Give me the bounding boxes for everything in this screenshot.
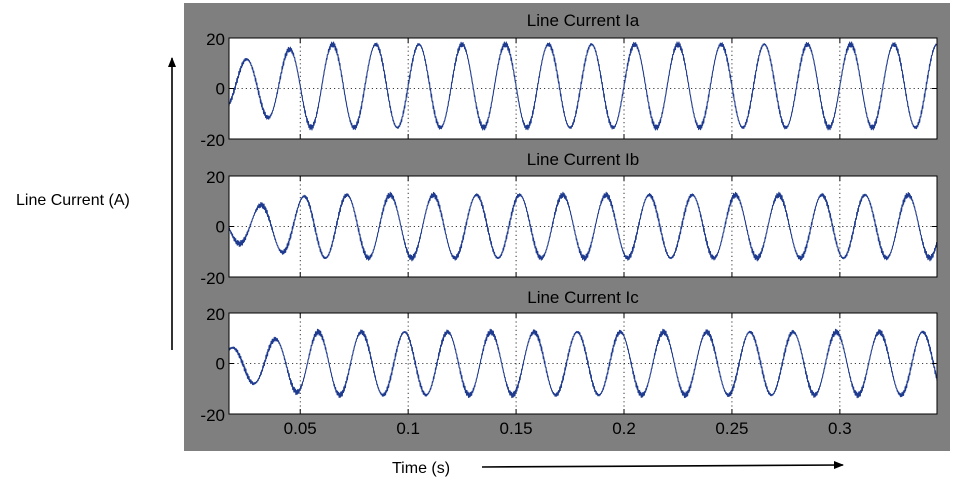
y-tick-label: 0 — [216, 355, 225, 374]
y-axis-label: Line Current (A) — [16, 192, 130, 209]
series-line-3-1 — [228, 328, 938, 399]
series-line-1-1 — [228, 41, 938, 131]
x-axis-label: Time (s) — [392, 460, 450, 477]
x-tick-label: 0.25 — [715, 419, 748, 438]
x-tick-label: 0.3 — [828, 419, 852, 438]
y-tick-label: 0 — [216, 80, 225, 99]
chart-panels: Line Current Ia 20 0 -20 Line Current Ib 20 0 -… — [200, 11, 938, 438]
y-tick-label: -20 — [200, 406, 225, 425]
x-tick-label: 0.1 — [396, 419, 420, 438]
x-tick-label: 0.05 — [284, 419, 317, 438]
x-tick-label: 0.15 — [500, 419, 533, 438]
y-tick-label: -20 — [200, 131, 225, 150]
panel-3: Line Current Ic 20 0 -20 0.05 0.1 0.15 0.2 0.25 0… — [200, 288, 938, 438]
panel-1: Line Current Ia 20 0 -20 — [200, 11, 938, 150]
panel-title: Line Current Ib — [527, 150, 639, 169]
y-tick-label: 20 — [206, 168, 225, 187]
x-tick-label: 0.2 — [612, 419, 636, 438]
panel-2: Line Current Ib 20 0 -20 — [200, 150, 938, 288]
panel-title: Line Current Ia — [527, 11, 640, 30]
y-tick-label: -20 — [200, 269, 225, 288]
y-tick-label: 0 — [216, 218, 225, 237]
y-tick-label: 20 — [206, 30, 225, 49]
y-tick-label: 20 — [206, 305, 225, 324]
panel-title: Line Current Ic — [527, 288, 639, 307]
x-axis-arrow — [481, 461, 844, 470]
series-line-2-1 — [228, 191, 938, 262]
